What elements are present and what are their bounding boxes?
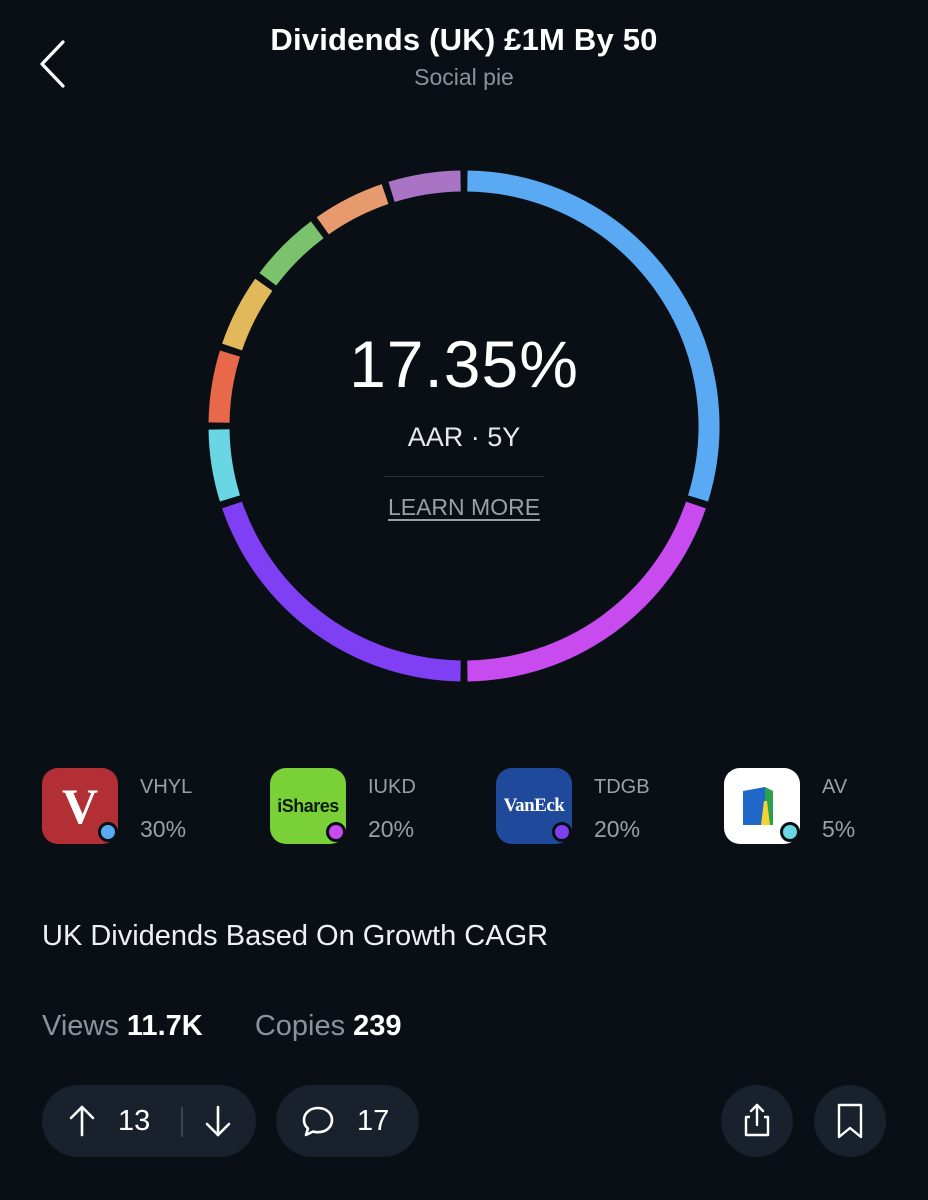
vote-pill: 13	[42, 1085, 256, 1157]
page-title: Dividends (UK) £1M By 50	[270, 22, 658, 57]
ring-segment	[259, 221, 324, 286]
ring-segment	[222, 278, 273, 351]
views-value: 11.7K	[126, 1010, 203, 1042]
allocation-ring[interactable]	[208, 170, 720, 682]
allocation-dot	[98, 822, 118, 842]
views-label: Views	[42, 1010, 119, 1042]
comment-count: 17	[357, 1105, 390, 1137]
return-value: 17.35%	[349, 327, 579, 401]
holding-vhyl[interactable]: V VHYL 30%	[42, 768, 252, 848]
vote-count: 13	[118, 1105, 151, 1137]
learn-more-link[interactable]: LEARN MORE	[387, 494, 541, 520]
vote-divider	[181, 1107, 183, 1137]
holding-ticker: VHYL	[140, 776, 193, 798]
ring-segment	[467, 501, 706, 682]
holding-percent: 20%	[368, 816, 415, 842]
bookmark-button[interactable]	[814, 1085, 886, 1157]
ring-segment	[222, 501, 461, 682]
copies-label: Copies	[254, 1010, 346, 1042]
share-icon	[744, 1103, 770, 1137]
ring-segment	[467, 170, 720, 502]
holding-ticker: IUKD	[368, 776, 416, 798]
share-button[interactable]	[721, 1085, 793, 1157]
ring-segment	[316, 184, 389, 235]
holding-iukd[interactable]: iShares IUKD 20%	[270, 768, 480, 848]
holding-percent: 30%	[140, 816, 187, 842]
ring-segment	[388, 170, 461, 203]
arrow-up-icon	[69, 1105, 95, 1137]
back-button[interactable]	[30, 36, 80, 92]
arrow-down-icon	[205, 1105, 231, 1137]
allocation-dot	[326, 822, 346, 842]
holding-ticker: AV	[822, 776, 848, 798]
allocation-dot	[552, 822, 572, 842]
holding-ticker: TDGB	[594, 776, 650, 798]
aviva-logo	[724, 768, 800, 844]
ring-segment	[208, 429, 241, 502]
ring-segment	[208, 350, 241, 423]
comments-button[interactable]: 17	[276, 1085, 419, 1157]
holding-percent: 20%	[594, 816, 641, 842]
pie-description: UK Dividends Based On Growth CAGR	[42, 920, 549, 952]
page-subtitle: Social pie	[414, 64, 514, 90]
vanguard-logo: V	[42, 768, 118, 844]
chevron-left-icon	[40, 40, 65, 88]
divider	[384, 476, 544, 477]
pie-stats: Views 11.7K Copies 239	[42, 1010, 402, 1043]
holding-av[interactable]: AV 5%	[724, 768, 928, 848]
downvote-button[interactable]	[202, 1103, 234, 1139]
upvote-button[interactable]	[66, 1103, 98, 1139]
vaneck-logo: VanEck	[496, 768, 572, 844]
holding-percent: 5%	[822, 816, 856, 842]
bookmark-icon	[837, 1103, 863, 1139]
ishares-logo: iShares	[270, 768, 346, 844]
copies-value: 239	[353, 1010, 402, 1042]
return-label: AAR · 5Y	[407, 422, 521, 452]
speech-bubble-icon	[302, 1106, 334, 1137]
holding-tdgb[interactable]: VanEck TDGB 20%	[496, 768, 706, 848]
allocation-dot	[780, 822, 800, 842]
